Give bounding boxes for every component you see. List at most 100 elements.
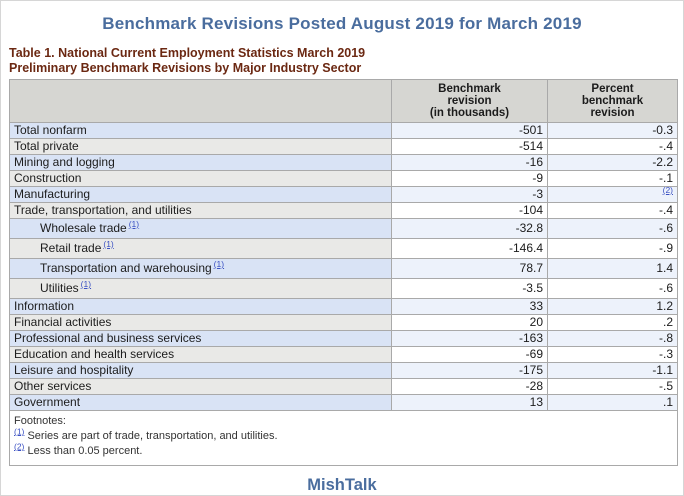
industry-label: Government: [14, 395, 81, 409]
table-row: Retail trade (1) -146.4 -.9: [9, 238, 678, 259]
industry-label: Construction: [14, 171, 82, 185]
benchmark-revision-cell: 78.7: [391, 258, 548, 279]
col-header-percent-revision: Percent benchmark revision: [547, 79, 678, 123]
industry-cell: Government: [9, 394, 392, 411]
percent-revision-cell: -.6: [547, 218, 678, 239]
table-caption-line2: Preliminary Benchmark Revisions by Major…: [9, 61, 362, 75]
footnote-item: (1) Series are part of trade, transporta…: [14, 426, 673, 444]
table-row: Trade, transportation, and utilities -104…: [9, 202, 678, 219]
industry-cell: Transportation and warehousing (1): [9, 258, 392, 279]
percent-revision-cell: -.4: [547, 138, 678, 155]
table-row: Total nonfarm -501 -0.3: [9, 122, 678, 139]
percent-revision-cell: -.1: [547, 170, 678, 187]
industry-cell: Utilities (1): [9, 278, 392, 299]
footnote-ref-link[interactable]: (1): [128, 219, 140, 229]
footnote-marker-link[interactable]: (2): [14, 441, 25, 452]
industry-cell: Manufacturing: [9, 186, 392, 203]
benchmark-revision-cell: -69: [391, 346, 548, 363]
percent-revision-cell: 1.2: [547, 298, 678, 315]
industry-cell: Education and health services: [9, 346, 392, 363]
percent-revision-cell: -0.3: [547, 122, 678, 139]
benchmark-revision-cell: 20: [391, 314, 548, 331]
industry-label: Total nonfarm: [14, 123, 87, 137]
table-row: Transportation and warehousing (1) 78.7 1.4: [9, 258, 678, 279]
footnote-marker-link[interactable]: (1): [14, 426, 25, 437]
col-header-industry: [9, 79, 392, 123]
benchmark-revision-cell: -163: [391, 330, 548, 347]
industry-cell: Mining and logging: [9, 154, 392, 171]
benchmark-revision-cell: -514: [391, 138, 548, 155]
percent-revision-cell: -.8: [547, 330, 678, 347]
footnotes-row: Footnotes: (1) Series are part of trade,…: [9, 410, 678, 466]
benchmark-revision-cell: -146.4: [391, 238, 548, 259]
industry-label: Other services: [14, 379, 92, 393]
percent-revision-cell: -.6: [547, 278, 678, 299]
industry-cell: Professional and business services: [9, 330, 392, 347]
table-row: Financial activities 20.2: [9, 314, 678, 331]
industry-cell: Retail trade (1): [9, 238, 392, 259]
table-row: Government 13.1: [9, 394, 678, 411]
table-body: Total nonfarm -501 -0.3 Total private -514 -.…: [9, 122, 678, 411]
table-row: Wholesale trade (1) -32.8 -.6: [9, 218, 678, 239]
percent-revision-cell: -.5: [547, 378, 678, 395]
benchmark-revision-cell: -175: [391, 362, 548, 379]
benchmark-revision-cell: -3.5: [391, 278, 548, 299]
footnotes-list: (1) Series are part of trade, transporta…: [14, 426, 673, 459]
industry-label: Wholesale trade: [40, 221, 127, 235]
benchmark-revision-cell: -501: [391, 122, 548, 139]
table-row: Professional and business services -163 -.…: [9, 330, 678, 347]
industry-cell: Total private: [9, 138, 392, 155]
footnote-text: Less than 0.05 percent.: [27, 445, 143, 457]
header-row: Benchmark revision (in thousands) Percen…: [9, 79, 678, 123]
benchmark-revision-cell: 33: [391, 298, 548, 315]
table-row: Mining and logging -16 -2.2: [9, 154, 678, 171]
footnote-text: Series are part of trade, transportation…: [27, 430, 278, 442]
benchmark-revision-cell: -32.8: [391, 218, 548, 239]
industry-label: Mining and logging: [14, 155, 115, 169]
industry-label: Education and health services: [14, 347, 175, 361]
percent-revision-cell: -.9: [547, 238, 678, 259]
industry-label: Trade, transportation, and utilities: [14, 203, 192, 217]
footnote-ref-link[interactable]: (1): [103, 239, 114, 249]
percent-revision-cell: 1.4: [547, 258, 678, 279]
footnotes-heading: Footnotes:: [14, 415, 66, 427]
industry-cell: Financial activities: [9, 314, 392, 331]
footnote-ref-link[interactable]: (2): [662, 185, 673, 195]
benchmark-revision-cell: -3: [391, 186, 548, 203]
table-header: Benchmark revision (in thousands) Percen…: [9, 79, 678, 123]
percent-revision-cell: -.3: [547, 346, 678, 363]
industry-label: Leisure and hospitality: [14, 363, 134, 377]
mishtalk-logo: MishTalk: [307, 476, 377, 494]
industry-label: Professional and business services: [14, 331, 202, 345]
table-row: Leisure and hospitality -175 -1.1: [9, 362, 678, 379]
table-caption-line1: Table 1. National Current Employment Sta…: [9, 46, 366, 60]
footnote-ref-link[interactable]: (1): [80, 279, 92, 289]
industry-label: Transportation and warehousing: [40, 261, 212, 275]
benchmark-revisions-table: Benchmark revision (in thousands) Percen…: [9, 79, 678, 466]
percent-revision-cell: .2: [547, 314, 678, 331]
industry-label: Utilities: [40, 281, 79, 295]
page-title: Benchmark Revisions Posted August 2019 f…: [102, 14, 582, 33]
industry-cell: Trade, transportation, and utilities: [9, 202, 392, 219]
industry-label: Information: [14, 299, 75, 313]
percent-revision-cell: -2.2: [547, 154, 678, 171]
benchmark-revision-cell: -16: [391, 154, 548, 171]
table-row: Manufacturing -3 (2): [9, 185, 678, 203]
table-row: Construction -9 -.1: [9, 170, 678, 187]
industry-label: Financial activities: [14, 315, 112, 329]
table-caption: Table 1. National Current Employment Sta…: [9, 46, 683, 76]
percent-revision-cell: -.4: [547, 202, 678, 219]
table-row: Education and health services -69 -.3: [9, 346, 678, 363]
benchmark-revision-cell: 13: [391, 394, 548, 411]
footnote-ref-link[interactable]: (1): [213, 259, 225, 269]
industry-label: Retail trade: [40, 241, 102, 255]
percent-revision-cell: .1: [547, 394, 678, 411]
table-row: Other services -28 -.5: [9, 378, 678, 395]
industry-cell: Leisure and hospitality: [9, 362, 392, 379]
table-row: Information 33 1.2: [9, 298, 678, 315]
industry-cell: Other services: [9, 378, 392, 395]
industry-label: Manufacturing: [14, 187, 91, 201]
footnotes-cell: Footnotes: (1) Series are part of trade,…: [9, 410, 678, 466]
table-footnotes-section: Footnotes: (1) Series are part of trade,…: [9, 410, 678, 466]
